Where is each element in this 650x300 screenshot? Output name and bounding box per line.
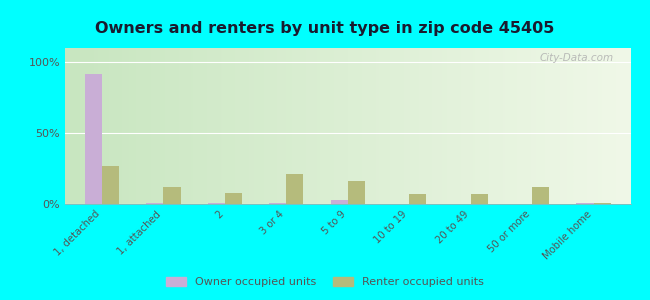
Bar bbox=[84, 74, 102, 204]
Text: Owners and renters by unit type in zip code 45405: Owners and renters by unit type in zip c… bbox=[96, 21, 554, 36]
Bar bbox=[225, 193, 242, 204]
Bar bbox=[286, 174, 304, 204]
Bar bbox=[146, 202, 163, 204]
Bar bbox=[593, 202, 611, 204]
Bar bbox=[102, 166, 119, 204]
Bar bbox=[331, 200, 348, 204]
Text: City-Data.com: City-Data.com bbox=[540, 53, 614, 63]
Legend: Owner occupied units, Renter occupied units: Owner occupied units, Renter occupied un… bbox=[162, 272, 488, 291]
Bar bbox=[163, 187, 181, 204]
Bar bbox=[207, 203, 225, 204]
Bar bbox=[471, 194, 488, 204]
Bar bbox=[269, 203, 286, 204]
Bar bbox=[410, 194, 426, 204]
Bar bbox=[348, 181, 365, 204]
Bar bbox=[577, 203, 593, 204]
Bar bbox=[532, 187, 549, 204]
